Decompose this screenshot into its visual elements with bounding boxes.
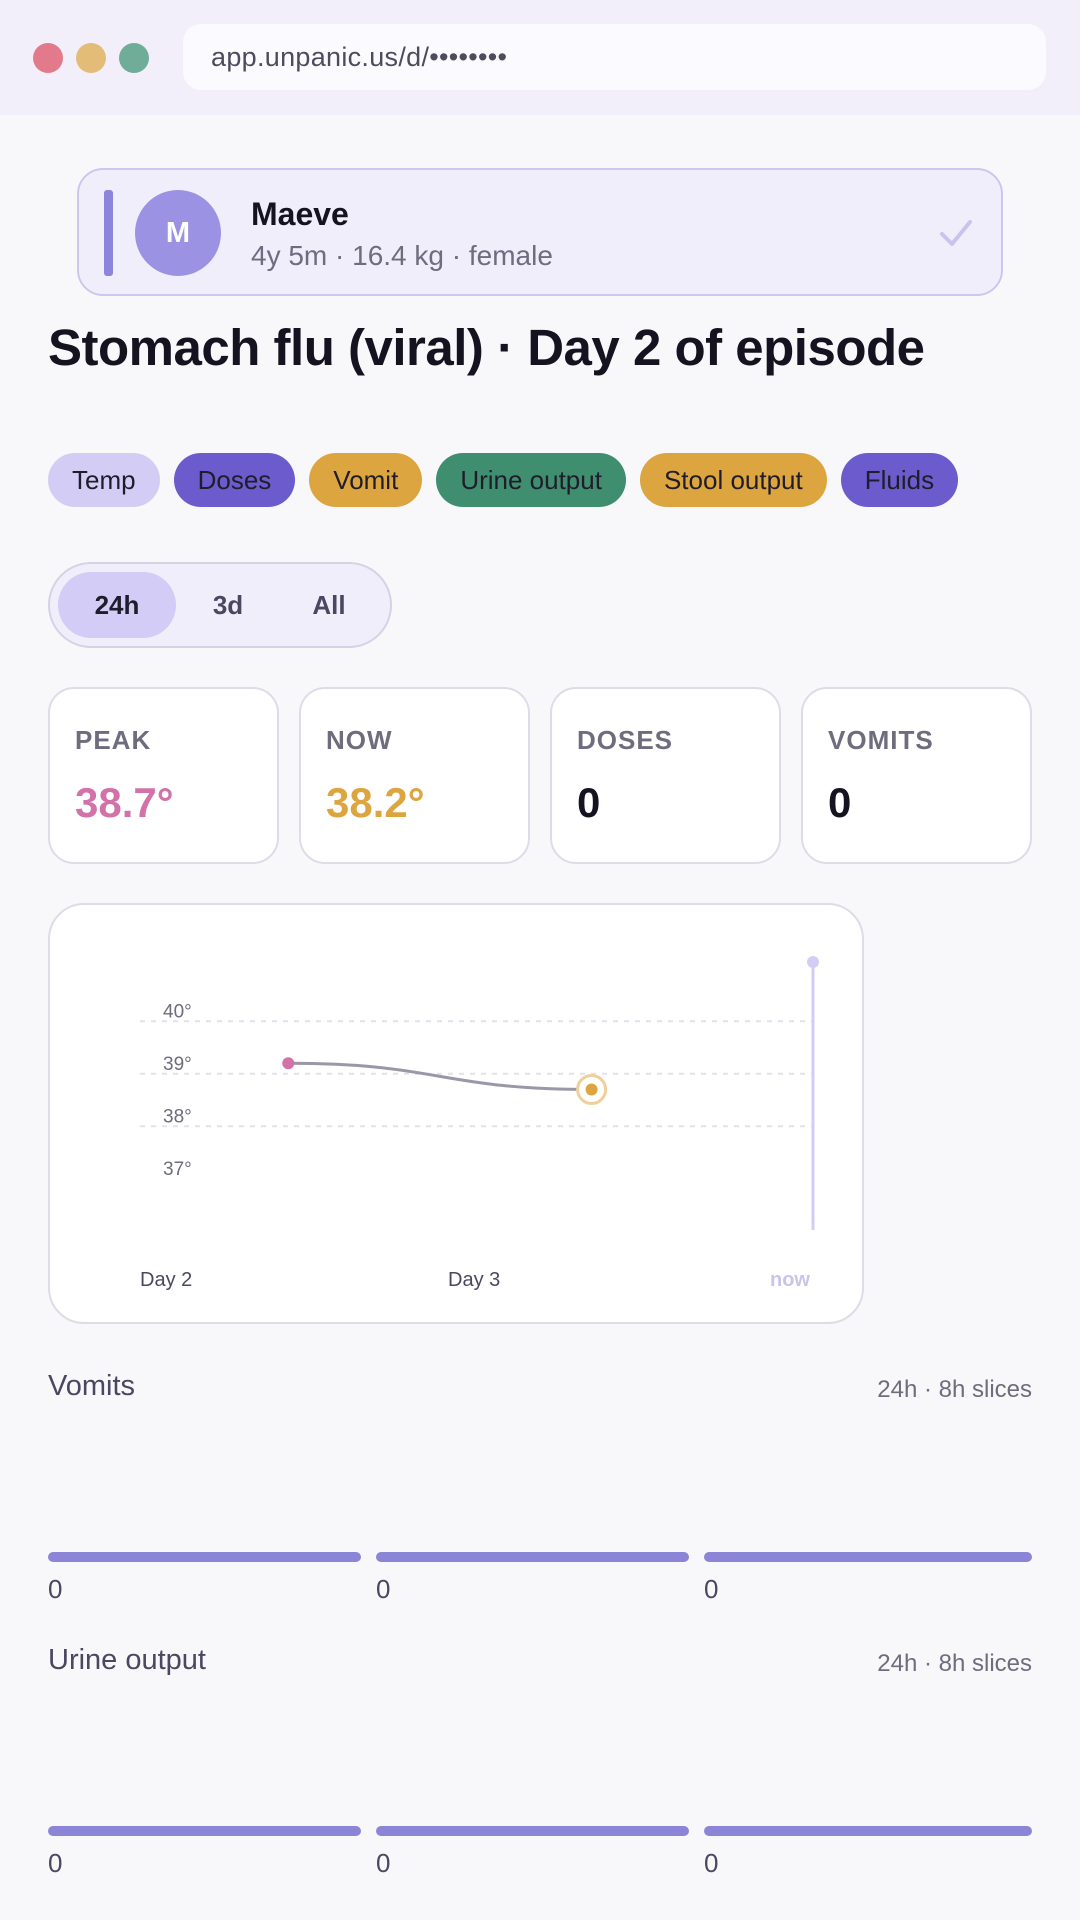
checkmark-icon xyxy=(940,220,972,246)
patient-card[interactable]: M Maeve 4y 5m · 16.4 kg · female xyxy=(77,168,1003,296)
chart-data-point xyxy=(585,1083,598,1096)
range-option-24h[interactable]: 24h xyxy=(58,572,176,638)
vomits-bin-bar xyxy=(376,1552,689,1562)
filter-pill-vomit[interactable]: Vomit xyxy=(309,453,423,507)
stat-value: 0 xyxy=(577,779,601,826)
chart-x-tick-label: Day 2 xyxy=(140,1269,192,1291)
stat-card-peak: PEAK 38.7° xyxy=(48,687,279,864)
window-maximize-button[interactable] xyxy=(119,43,149,73)
temperature-chart: 40° 39° 38° 37° Day 2 Day 3 now xyxy=(140,956,819,1291)
vomits-section-meta: 24h · 8h slices xyxy=(877,1376,1032,1403)
urine-bin-bar xyxy=(48,1826,361,1836)
stat-value: 38.2° xyxy=(326,779,425,826)
page-title: Stomach flu (viral) · Day 2 of episode xyxy=(48,319,925,376)
window-close-button[interactable] xyxy=(33,43,63,73)
vomits-bin-count: 0 xyxy=(704,1574,719,1604)
range-option-3d[interactable]: 3d xyxy=(212,589,244,620)
chart-y-tick-label: 37° xyxy=(163,1159,192,1180)
browser-toolbar: app.unpanic.us/d/•••••••• xyxy=(0,0,1080,115)
chart-now-marker xyxy=(807,956,819,968)
stat-value: 0 xyxy=(828,779,852,826)
filter-pill-temp[interactable]: Temp xyxy=(48,453,160,507)
chart-y-tick-label: 38° xyxy=(163,1106,192,1127)
chart-y-tick-label: 39° xyxy=(163,1054,192,1075)
filter-pill-urine-output[interactable]: Urine output xyxy=(436,453,626,507)
urine-section-meta: 24h · 8h slices xyxy=(877,1650,1032,1677)
patient-details: 4y 5m · 16.4 kg · female xyxy=(251,240,553,271)
time-range-selector: 24h 3d All xyxy=(48,562,392,648)
temperature-chart-card: 40° 39° 38° 37° Day 2 Day 3 now xyxy=(48,903,864,1324)
avatar: M xyxy=(135,190,221,276)
chart-y-tick-label: 40° xyxy=(163,1001,192,1022)
chart-x-tick-label: Day 3 xyxy=(448,1269,500,1291)
filter-pill-stool-output[interactable]: Stool output xyxy=(639,453,827,507)
stat-card-doses: DOSES 0 xyxy=(550,687,781,864)
urine-bin-count: 0 xyxy=(376,1848,391,1878)
urine-bin-bar xyxy=(704,1826,1032,1836)
vomits-bin-count: 0 xyxy=(376,1574,391,1604)
urine-bin-count: 0 xyxy=(48,1848,63,1878)
vomits-bin-bar xyxy=(704,1552,1032,1562)
stat-label: NOW xyxy=(326,725,393,755)
range-option-all[interactable]: All xyxy=(312,589,346,620)
vomits-bin-bar xyxy=(48,1552,361,1562)
stat-value: 38.7° xyxy=(75,779,174,826)
urine-bin-bar xyxy=(376,1826,689,1836)
chart-x-tick-label: now xyxy=(770,1269,810,1291)
urine-section-title: Urine output xyxy=(48,1644,206,1676)
vomits-section-title: Vomits xyxy=(48,1370,136,1402)
vomits-bin-count: 0 xyxy=(48,1574,63,1604)
patient-accent-bar xyxy=(104,190,113,276)
patient-name: Maeve xyxy=(251,196,349,232)
address-bar[interactable]: app.unpanic.us/d/•••••••• xyxy=(183,24,1046,90)
stat-card-vomits: VOMITS 0 xyxy=(801,687,1032,864)
window-minimize-button[interactable] xyxy=(76,43,106,73)
filter-pill-doses[interactable]: Doses xyxy=(173,453,296,507)
stat-label: DOSES xyxy=(577,725,674,755)
stat-label: PEAK xyxy=(75,725,152,755)
filter-pill-fluids[interactable]: Fluids xyxy=(840,453,959,507)
metric-filter-pills: Temp Doses Vomit Urine output Stool output Fl… xyxy=(48,453,959,507)
urine-bin-count: 0 xyxy=(704,1848,719,1878)
chart-series-line xyxy=(288,1061,592,1091)
chart-data-point xyxy=(282,1057,295,1070)
stat-label: VOMITS xyxy=(828,725,934,755)
stat-card-now: NOW 38.2° xyxy=(299,687,530,864)
